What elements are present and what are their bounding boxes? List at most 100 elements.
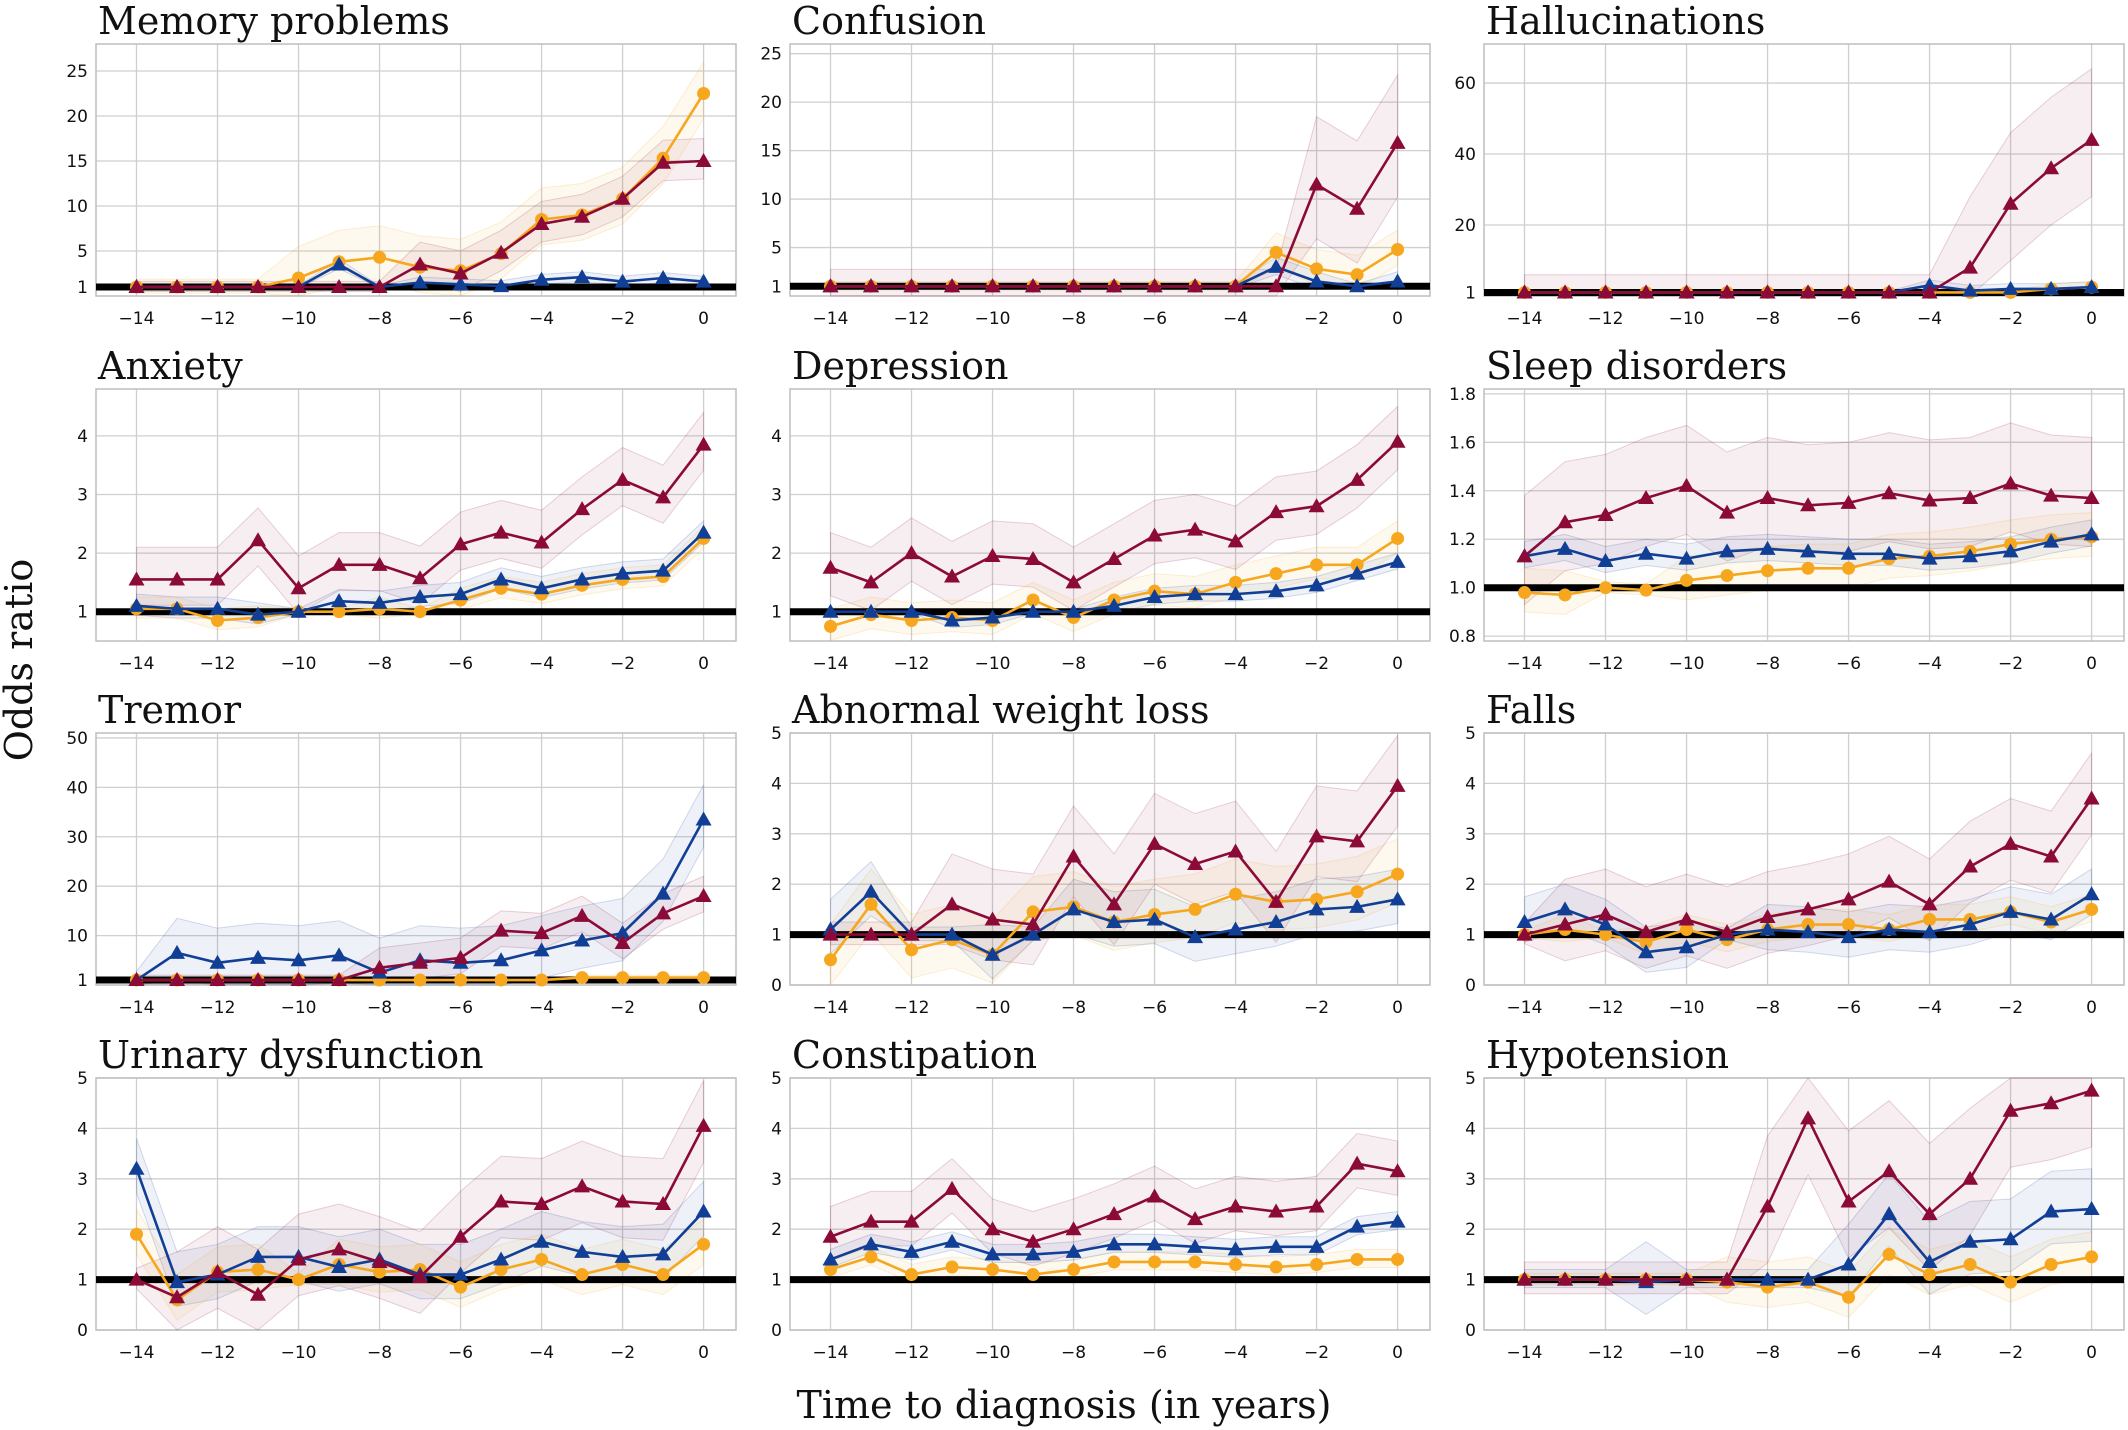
- data-point-red: [655, 489, 672, 504]
- data-point-blue: [2043, 280, 2060, 295]
- data-point-orange: [1558, 588, 1572, 602]
- data-point-blue: [2083, 526, 2100, 541]
- data-point-blue: [984, 1246, 1001, 1261]
- x-tick-label: −6: [1836, 998, 1861, 1018]
- y-tick-label: 3: [1465, 1170, 1476, 1190]
- x-tick-label: −2: [1998, 1343, 2023, 1363]
- data-point-blue: [1349, 278, 1366, 293]
- data-point-orange: [824, 619, 838, 633]
- data-point-orange: [130, 1227, 144, 1241]
- data-point-red: [944, 896, 961, 911]
- data-point-red: [1187, 1211, 1204, 1226]
- panel-6: −14 −12 −10 −8 −6 −4 −2 0 1 10 20 30 40 50 Tremor: [66, 688, 737, 1018]
- data-point-red: [128, 972, 145, 987]
- data-point-red: [290, 972, 307, 987]
- data-point-orange: [2004, 1275, 2018, 1289]
- data-point-red: [2083, 490, 2100, 505]
- x-tick-label: −2: [1998, 654, 2023, 674]
- x-tick-label: 0: [698, 654, 709, 674]
- x-tick-label: −4: [529, 654, 554, 674]
- y-tick-label: 5: [771, 724, 782, 744]
- x-tick-label: 0: [1392, 998, 1403, 1018]
- y-tick-label: 40: [1454, 145, 1476, 165]
- data-point-blue: [1025, 1246, 1042, 1261]
- data-point-orange: [824, 953, 838, 967]
- panel-9: −14 −12 −10 −8 −6 −4 −2 0 0 1 2 3 4 5 Urinary dysfunct…: [77, 1033, 737, 1363]
- data-point-blue: [822, 1251, 839, 1266]
- y-tick-label: 5: [771, 239, 782, 259]
- data-point-blue: [2002, 280, 2019, 295]
- data-point-blue: [1187, 929, 1204, 944]
- data-point-red: [984, 911, 1001, 926]
- plot-frame: [1483, 732, 2125, 986]
- data-point-blue: [1308, 1238, 1325, 1253]
- data-point-red: [1065, 1221, 1082, 1236]
- data-point-blue: [614, 1248, 631, 1263]
- data-point-red: [493, 1193, 510, 1208]
- data-point-red: [128, 279, 145, 293]
- data-point-blue: [1800, 543, 1817, 558]
- data-point-orange: [1188, 902, 1202, 916]
- data-point-red: [2002, 475, 2019, 490]
- data-point-blue: [1921, 277, 1938, 292]
- data-point-orange: [1391, 531, 1405, 545]
- y-tick-label: 4: [771, 774, 782, 794]
- data-point-blue: [412, 589, 429, 604]
- data-point-orange: [824, 1263, 838, 1277]
- data-point-red: [1719, 1271, 1736, 1286]
- y-tick-label: 4: [1465, 1119, 1476, 1139]
- data-point-orange: [1269, 567, 1283, 581]
- data-point-red: [1389, 1163, 1406, 1178]
- x-tick-label: −12: [1588, 654, 1624, 674]
- data-point-red: [1678, 284, 1695, 299]
- data-point-orange: [1720, 569, 1734, 583]
- data-point-blue: [1719, 543, 1736, 558]
- data-point-red: [2002, 835, 2019, 850]
- y-tick-label: 1.4: [1449, 482, 1476, 502]
- x-tick-label: −2: [1998, 309, 2023, 329]
- x-tick-label: −10: [1669, 309, 1705, 329]
- data-point-red: [822, 559, 839, 574]
- x-tick-label: 0: [1392, 309, 1403, 329]
- data-point-red: [695, 436, 712, 451]
- x-tick-label: −12: [200, 1343, 236, 1363]
- data-point-red: [1106, 550, 1123, 565]
- data-point-blue: [452, 586, 469, 601]
- data-point-red: [371, 959, 388, 974]
- data-point-red: [863, 1213, 880, 1228]
- panel-title: Hypotension: [1486, 1033, 1729, 1077]
- x-tick-label: −12: [1588, 998, 1624, 1018]
- data-point-blue: [1597, 916, 1614, 931]
- data-point-red: [822, 278, 839, 293]
- y-tick-label: 50: [66, 729, 88, 749]
- data-point-orange: [292, 1273, 306, 1287]
- x-tick-label: −4: [1917, 654, 1942, 674]
- x-tick-label: −4: [1917, 998, 1942, 1018]
- data-point-blue: [984, 946, 1001, 961]
- data-point-red: [1597, 507, 1614, 521]
- data-point-blue: [1146, 911, 1163, 926]
- x-tick-label: −14: [119, 654, 155, 674]
- x-tick-label: −6: [448, 654, 473, 674]
- data-point-red: [2002, 1102, 2019, 1117]
- y-tick-label: 2: [771, 1220, 782, 1240]
- x-tick-label: −6: [1142, 998, 1167, 1018]
- y-tick-label: 20: [66, 107, 88, 127]
- data-point-red: [1106, 278, 1123, 293]
- data-point-red: [331, 1241, 348, 1256]
- data-point-blue: [1800, 1271, 1817, 1286]
- data-point-orange: [1391, 242, 1405, 256]
- data-point-blue: [1759, 540, 1776, 555]
- y-tick-label: 5: [77, 1069, 88, 1089]
- y-tick-label: 0: [771, 976, 782, 996]
- y-tick-label: 5: [1465, 1069, 1476, 1089]
- x-tick-label: −4: [1917, 1343, 1942, 1363]
- confidence-band-red: [830, 405, 1399, 612]
- data-point-red: [331, 279, 348, 293]
- x-tick-label: −2: [1304, 309, 1329, 329]
- data-point-red: [655, 1196, 672, 1210]
- data-point-blue: [1800, 924, 1817, 939]
- data-point-blue: [1308, 273, 1325, 288]
- data-point-red: [1025, 916, 1042, 931]
- x-tick-label: −2: [1998, 998, 2023, 1018]
